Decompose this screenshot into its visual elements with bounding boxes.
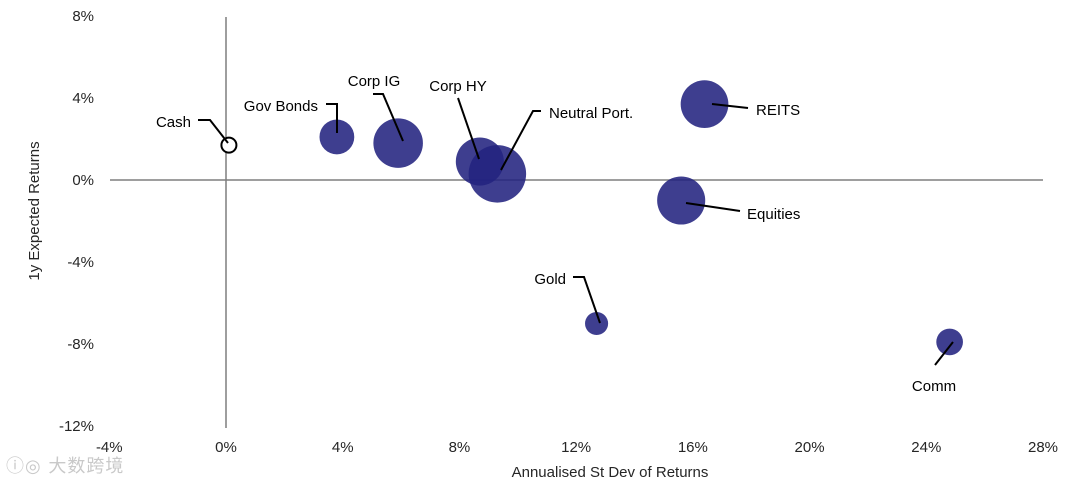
point-label-corp-ig: Corp IG bbox=[348, 73, 401, 90]
leader-line-corp-ig bbox=[373, 93, 404, 142]
y-tick-label: 4% bbox=[72, 90, 94, 107]
bubble-equities bbox=[657, 176, 706, 225]
y-tick-label: -4% bbox=[67, 254, 94, 271]
y-axis-title: 1y Expected Returns bbox=[26, 141, 43, 280]
bubble-neutral-port bbox=[468, 145, 527, 203]
point-label-gold: Gold bbox=[534, 271, 566, 288]
x-tick-label: 24% bbox=[911, 439, 941, 456]
point-label-cash: Cash bbox=[156, 114, 191, 131]
x-tick-label: 12% bbox=[561, 439, 591, 456]
point-label-reits: REITS bbox=[756, 102, 800, 119]
x-axis-title: Annualised St Dev of Returns bbox=[512, 464, 709, 481]
bubble-gold bbox=[585, 311, 609, 336]
point-label-equities: Equities bbox=[747, 206, 800, 223]
bubble-gov-bonds bbox=[319, 119, 355, 155]
bubble-cash bbox=[220, 136, 238, 154]
leader-line-cash bbox=[198, 119, 229, 144]
x-tick-label: 8% bbox=[449, 439, 471, 456]
bubble-corp-ig bbox=[373, 118, 423, 168]
bubble-comm bbox=[936, 328, 963, 356]
y-tick-label: -12% bbox=[59, 418, 94, 435]
x-tick-label: 4% bbox=[332, 439, 354, 456]
watermark: ⓘ◎ 大数跨境 bbox=[6, 456, 125, 477]
x-tick-label: 28% bbox=[1028, 439, 1058, 456]
leader-line-corp-hy bbox=[457, 97, 480, 160]
x-tick-label: 16% bbox=[678, 439, 708, 456]
y-tick-label: 8% bbox=[72, 8, 94, 25]
leader-line-gold bbox=[573, 276, 601, 324]
leader-line-neutral-port bbox=[500, 110, 541, 171]
bubble-reits bbox=[680, 80, 729, 129]
y-tick-label: -8% bbox=[67, 336, 94, 353]
leader-line-reits bbox=[711, 103, 749, 109]
point-label-comm: Comm bbox=[912, 378, 956, 395]
point-label-gov-bonds: Gov Bonds bbox=[244, 98, 318, 115]
x-tick-label: 0% bbox=[215, 439, 237, 456]
point-label-corp-hy: Corp HY bbox=[429, 78, 487, 95]
y-tick-label: 0% bbox=[72, 172, 94, 189]
leader-line-comm bbox=[934, 341, 954, 366]
leader-line-gov-bonds bbox=[326, 103, 338, 133]
x-tick-label: -4% bbox=[96, 439, 123, 456]
point-label-neutral-port: Neutral Port. bbox=[549, 105, 633, 122]
leader-line-equities bbox=[685, 202, 741, 212]
x-tick-label: 20% bbox=[795, 439, 825, 456]
